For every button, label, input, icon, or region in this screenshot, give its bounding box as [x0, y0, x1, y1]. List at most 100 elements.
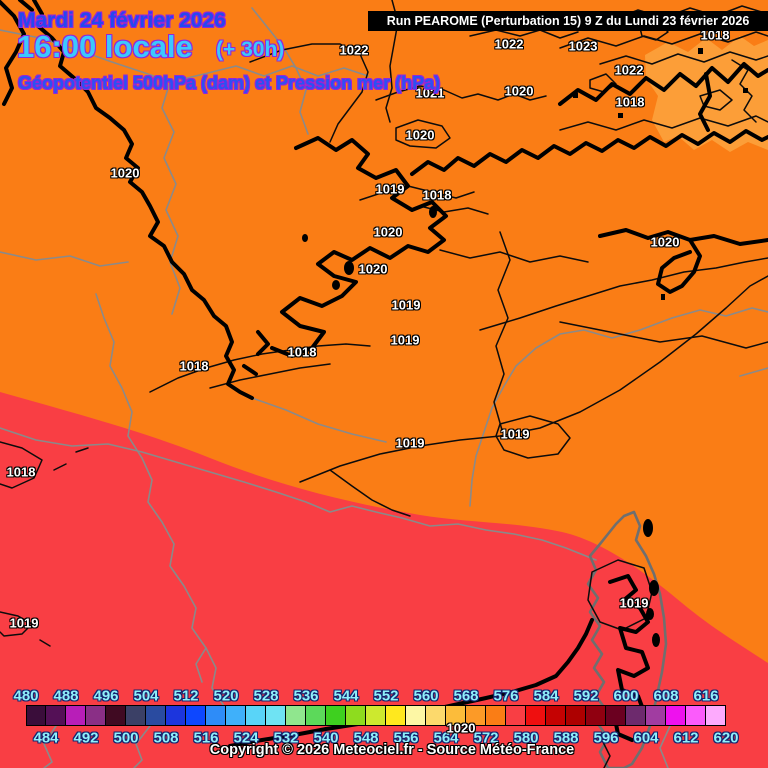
scale-swatch: [226, 705, 246, 726]
pressure-label: 1019: [500, 426, 530, 442]
scale-swatch: [86, 705, 106, 726]
scale-swatch: [706, 705, 726, 726]
scale-swatch: [526, 705, 546, 726]
scale-swatch: [646, 705, 666, 726]
scale-value-bottom: 532: [273, 729, 299, 747]
scale-value-top: 592: [573, 687, 599, 705]
scale-swatch: [26, 705, 46, 726]
pressure-label: 1020: [504, 83, 534, 99]
scale-value-bottom: 604: [633, 729, 659, 747]
scale-swatch: [246, 705, 266, 726]
scale-value-bottom: 484: [33, 729, 59, 747]
scale-value-bottom: 596: [593, 729, 619, 747]
scale-swatch: [106, 705, 126, 726]
pressure-label: 1022: [494, 36, 524, 52]
scale-value-top: 528: [253, 687, 279, 705]
scale-value-top: 496: [93, 687, 119, 705]
pressure-label: 1019: [391, 297, 421, 313]
pressure-label: 1020: [446, 720, 476, 736]
scale-swatch: [126, 705, 146, 726]
scale-value-top: 608: [653, 687, 679, 705]
scale-swatch: [306, 705, 326, 726]
scale-swatch: [506, 705, 526, 726]
pressure-label: 1022: [614, 62, 644, 78]
gray-borders-group: [0, 7, 768, 768]
pressure-label: 1018: [6, 464, 36, 480]
pressure-label: 1020: [373, 224, 403, 240]
sea-fill: [0, 392, 768, 768]
contour-blobs-group: [302, 48, 748, 647]
scale-value-bottom: 492: [73, 729, 99, 747]
scale-value-top: 536: [293, 687, 319, 705]
scale-value-top: 616: [693, 687, 719, 705]
pressure-label: 1020: [405, 127, 435, 143]
scale-value-bottom: 524: [233, 729, 259, 747]
scale-swatch: [546, 705, 566, 726]
pressure-label: 1020: [110, 165, 140, 181]
scale-value-bottom: 516: [193, 729, 219, 747]
scale-value-top: 512: [173, 687, 199, 705]
copyright-notice: Copyright © 2026 Meteociel.fr - Source M…: [209, 742, 575, 758]
scale-value-top: 488: [53, 687, 79, 705]
scale-swatch: [346, 705, 366, 726]
scale-value-top: 600: [613, 687, 639, 705]
scale-swatch: [466, 705, 486, 726]
pressure-label: 1018: [287, 344, 317, 360]
geopotential-color-scale: [26, 705, 726, 726]
pressure-label: 1018: [179, 358, 209, 374]
scale-swatch: [266, 705, 286, 726]
pressure-label: 1019: [375, 181, 405, 197]
scale-value-bottom: 508: [153, 729, 179, 747]
scale-swatch: [186, 705, 206, 726]
scale-swatch: [206, 705, 226, 726]
scale-swatch: [166, 705, 186, 726]
local-time-label: 16:00 locale: [17, 29, 193, 64]
scale-value-bottom: 564: [433, 729, 459, 747]
scale-swatch: [606, 705, 626, 726]
pressure-label: 1018: [700, 27, 730, 43]
pressure-label: 1022: [339, 42, 369, 58]
scale-value-top: 504: [133, 687, 159, 705]
pressure-label: 1020: [358, 261, 388, 277]
scale-value-bottom: 540: [313, 729, 339, 747]
pressure-label: 1018: [422, 187, 452, 203]
scale-swatch: [146, 705, 166, 726]
scale-value-bottom: 612: [673, 729, 699, 747]
scale-swatch: [486, 705, 506, 726]
scale-value-top: 544: [333, 687, 359, 705]
pressure-label: 1019: [619, 595, 649, 611]
scale-value-top: 584: [533, 687, 559, 705]
scale-value-bottom: 580: [513, 729, 539, 747]
scale-swatch: [586, 705, 606, 726]
scale-value-top: 576: [493, 687, 519, 705]
scale-swatch: [446, 705, 466, 726]
scale-swatch: [406, 705, 426, 726]
pressure-label: 1020: [650, 234, 680, 250]
scale-swatch: [386, 705, 406, 726]
scale-value-top: 568: [453, 687, 479, 705]
forecast-offset-label: (+ 30h): [216, 38, 285, 61]
scale-value-bottom: 500: [113, 729, 139, 747]
pressure-label: 1019: [390, 332, 420, 348]
scale-swatch: [426, 705, 446, 726]
scale-value-top: 560: [413, 687, 439, 705]
scale-swatch: [666, 705, 686, 726]
scale-swatch: [366, 705, 386, 726]
scale-swatch: [66, 705, 86, 726]
scale-swatch: [46, 705, 66, 726]
scale-swatch: [326, 705, 346, 726]
map-parameter-title: Géopotentiel 500hPa (dam) et Pression me…: [18, 73, 441, 93]
scale-value-bottom: 588: [553, 729, 579, 747]
pressure-label: 1018: [615, 94, 645, 110]
scale-swatch: [286, 705, 306, 726]
pressure-label: 1023: [568, 38, 598, 54]
scale-value-bottom: 548: [353, 729, 379, 747]
scale-value-top: 520: [213, 687, 239, 705]
isobars-thick-group: [0, 0, 768, 748]
scale-value-top: 552: [373, 687, 399, 705]
scale-value-top: 480: [13, 687, 39, 705]
pressure-label: 1019: [9, 615, 39, 631]
